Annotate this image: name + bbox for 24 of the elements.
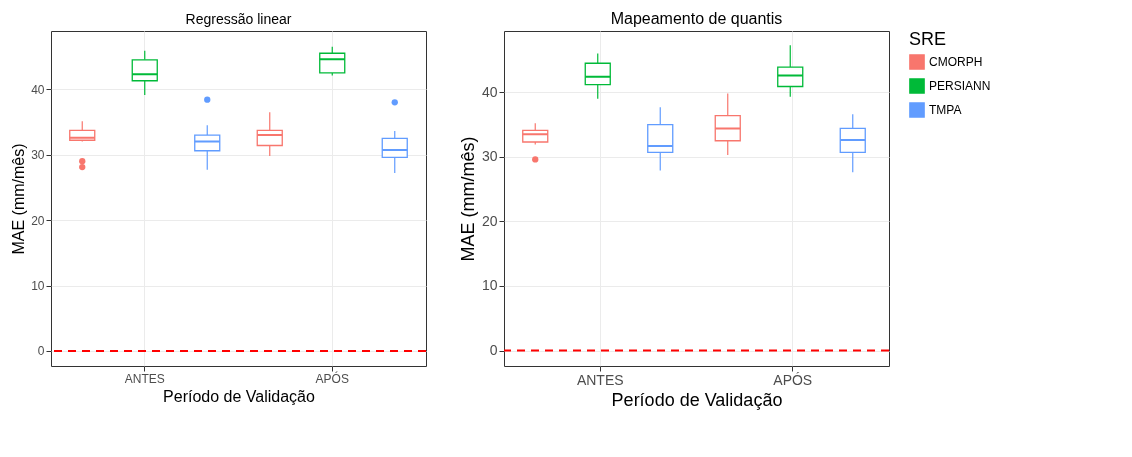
y-tick-label: 0 [489, 342, 498, 359]
y-tick-label: 10 [31, 279, 45, 294]
y-tick-label: 20 [31, 213, 45, 228]
legend-label: TMPA [929, 103, 962, 117]
x-tick-label: ANTES [124, 371, 165, 386]
y-tick-label: 40 [481, 83, 498, 100]
x-axis-title: Período de Validação [163, 387, 316, 405]
chart-title: Regressão linear [185, 11, 292, 27]
y-axis-title: MAE (mm/mês) [10, 143, 28, 255]
x-axis-title: Período de Validação [611, 389, 783, 410]
y-tick-label: 0 [37, 344, 45, 359]
x-tick-label: ANTES [576, 371, 624, 388]
x-tick-label: APÓS [773, 371, 813, 388]
y-tick-label: 40 [31, 82, 45, 97]
y-axis-title: MAE (mm/mês) [457, 136, 478, 262]
legend-label: PERSIANN [929, 79, 991, 93]
legend-title: SRE [909, 29, 947, 49]
y-tick-label: 20 [481, 212, 498, 229]
y-tick-label: 10 [481, 277, 498, 294]
x-tick-label: APÓS [315, 370, 349, 386]
y-tick-label: 30 [31, 148, 45, 163]
legend-label: CMORPH [929, 55, 983, 69]
chart-title: Mapeamento de quantis [610, 10, 783, 27]
y-tick-label: 30 [481, 148, 498, 165]
